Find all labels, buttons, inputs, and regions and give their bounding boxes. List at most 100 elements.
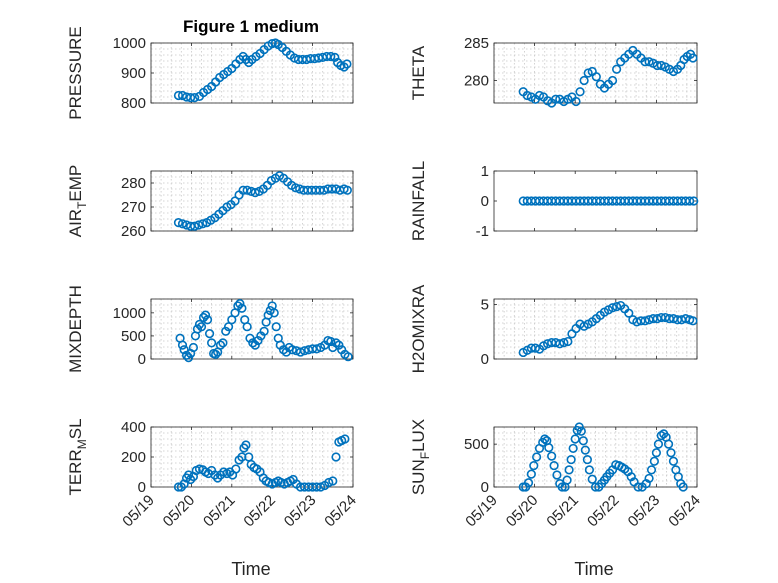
figure-title: Figure 1 medium <box>183 17 319 36</box>
y-tick-label: 0 <box>481 193 489 210</box>
y-tick-label: 0 <box>481 479 489 496</box>
x-tick-label: 05/20 <box>160 492 199 531</box>
data-point <box>663 439 674 449</box>
y-axis-label-4: RAINFALL <box>409 161 428 241</box>
data-point <box>190 92 200 103</box>
data-point <box>624 308 634 318</box>
data-point <box>666 448 676 458</box>
axes-5: 0 500 1000 MIXDEPTH <box>66 285 354 373</box>
y-axis-label-3: AIRTEMP <box>66 165 89 238</box>
data-point <box>221 326 231 336</box>
data-point <box>584 465 595 475</box>
data-point <box>259 326 269 336</box>
data-point <box>547 451 557 461</box>
y-tick-label: 0 <box>481 351 489 368</box>
data-point <box>202 315 213 325</box>
data-point <box>326 51 336 62</box>
data-point <box>196 322 207 332</box>
data-point <box>312 344 322 354</box>
x-tick-label: 05/23 <box>281 492 320 531</box>
x-tick-label: 05/21 <box>200 492 239 531</box>
y-axis-label-6: H2OMIXRA <box>409 284 428 373</box>
data-point <box>688 53 698 63</box>
data-point <box>571 96 581 107</box>
x-tick-label: 05/24 <box>321 492 360 531</box>
data-point <box>271 322 281 332</box>
data-point <box>334 340 344 350</box>
y-tick-label: 900 <box>121 65 146 82</box>
data-point <box>668 456 679 466</box>
data-point <box>633 482 643 492</box>
data-point <box>551 94 561 104</box>
data-point <box>523 478 534 488</box>
data-point <box>564 465 574 475</box>
y-tick-label: 500 <box>464 436 489 453</box>
data-point <box>575 87 585 97</box>
x-tick-label: 05/19 <box>462 492 501 531</box>
axes-3: 260 270 280 AIRTEMP <box>66 165 354 240</box>
data-point <box>324 477 334 488</box>
data-point <box>331 452 341 462</box>
data-point <box>326 336 336 347</box>
data-point <box>299 346 310 356</box>
data-point <box>580 445 590 455</box>
data-point <box>529 460 539 471</box>
data-point <box>269 308 279 318</box>
data-point <box>530 343 541 353</box>
data-point <box>343 352 353 362</box>
data-point <box>316 482 326 492</box>
data-point <box>342 59 352 69</box>
data-point <box>557 482 567 492</box>
y-tick-label: 1000 <box>113 35 146 52</box>
data-point <box>612 64 622 74</box>
data-point <box>237 303 247 313</box>
data-point <box>177 90 188 101</box>
data-point <box>207 338 217 348</box>
y-tick-label: 270 <box>121 199 146 216</box>
data-point <box>540 434 550 444</box>
data-point <box>579 75 589 86</box>
data-point <box>644 57 654 67</box>
data-point <box>649 456 659 466</box>
data-point <box>574 422 584 432</box>
data-point <box>185 92 196 103</box>
y-tick-label: 500 <box>121 328 146 345</box>
data-point <box>688 316 698 326</box>
y-axis-label-8: SUNFLUX <box>409 419 432 495</box>
data-point <box>532 452 542 462</box>
data-point <box>328 476 338 486</box>
data-point <box>678 482 688 492</box>
data-point <box>250 340 260 350</box>
data-point <box>591 72 601 82</box>
data-point <box>568 443 578 454</box>
y-tick-label: 0 <box>138 351 146 368</box>
data-point <box>582 454 592 465</box>
data-point <box>689 196 699 206</box>
y-axis-label-7: TERRMSL <box>66 418 89 495</box>
data-point <box>578 436 588 446</box>
y-axis-label-1: PRESSURE <box>66 26 85 120</box>
data-point <box>534 90 545 101</box>
data-point <box>204 329 215 339</box>
data-point <box>522 90 532 101</box>
data-point <box>248 338 258 348</box>
y-tick-label: 400 <box>121 419 146 436</box>
x-tick-label: 05/22 <box>584 492 623 531</box>
data-point <box>342 185 352 195</box>
data-point <box>194 220 204 230</box>
y-tick-label: 280 <box>464 73 489 90</box>
data-point <box>549 460 559 471</box>
data-point <box>177 219 188 229</box>
data-point <box>526 469 536 479</box>
axes-frame <box>493 42 698 104</box>
data-point <box>640 316 650 326</box>
data-point <box>552 470 562 480</box>
data-point <box>190 221 200 231</box>
data-point <box>200 310 211 320</box>
data-point <box>559 338 569 348</box>
data-point <box>173 218 184 228</box>
data-point <box>242 322 252 332</box>
x-tick-label: 05/19 <box>119 492 158 531</box>
data-point <box>563 336 573 347</box>
